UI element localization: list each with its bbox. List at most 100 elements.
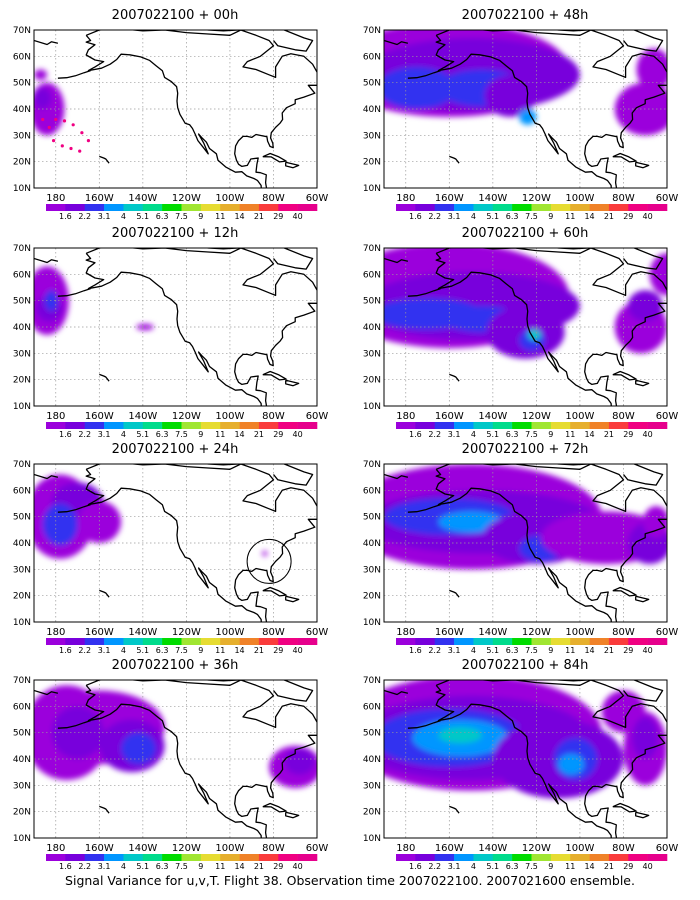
map-figure: 70N 60N 50N 40N 30N 20N 10N 180 160W 140W 120W 100W… — [13, 244, 329, 439]
observation-point — [69, 146, 73, 151]
colorbar-label: 2.2 — [78, 430, 91, 439]
colorbar-segment — [200, 638, 221, 645]
colorbar-label: 9 — [198, 212, 203, 221]
colorbar-segment — [434, 204, 455, 211]
coastline — [99, 373, 110, 382]
latitude-label: 70N — [13, 26, 31, 36]
colorbar-segment — [181, 638, 202, 645]
coastline — [612, 586, 637, 597]
colorbar-label: 4 — [471, 212, 476, 221]
latitude-label: 40N — [13, 105, 31, 115]
forecast-panel: 2007022100 + 72h 70N 60N 50N 40N 30N 20N 10N 180… — [350, 442, 680, 657]
colorbar-label: 6.3 — [506, 862, 519, 871]
colorbar-segment — [142, 422, 163, 429]
latitude-label: 30N — [13, 781, 31, 791]
latitude-label: 20N — [363, 376, 381, 386]
colorbar-label: 6.3 — [156, 430, 169, 439]
colorbar-segment — [46, 854, 66, 861]
coastline — [449, 373, 460, 382]
colorbar-label: 11 — [215, 212, 225, 221]
colorbar-label: 7.5 — [175, 862, 188, 871]
latitude-label: 70N — [13, 244, 31, 254]
colorbar-label: 9 — [548, 862, 553, 871]
coastline — [175, 30, 239, 32]
longitude-label: 140W — [128, 843, 157, 854]
colorbar-label: 1.6 — [59, 862, 72, 871]
latitude-label: 40N — [13, 323, 31, 333]
latitude-label: 30N — [13, 131, 31, 141]
colorbar-label: 7.5 — [525, 212, 538, 221]
colorbar-segment — [396, 638, 416, 645]
map-frame — [33, 463, 318, 623]
colorbar-label: 11 — [565, 646, 575, 655]
colorbar-segment — [550, 638, 571, 645]
longitude-label: 80W — [612, 627, 635, 638]
colorbar-segment — [512, 854, 532, 861]
latitude-label: 20N — [13, 376, 31, 386]
longitude-label: 80W — [612, 843, 635, 854]
longitude-label: 140W — [128, 627, 157, 638]
coastline — [435, 468, 612, 622]
colorbar-segment — [628, 854, 648, 861]
colorbar-label: 21 — [604, 212, 614, 221]
coastline — [384, 473, 409, 480]
colorbar-label: 3.1 — [98, 646, 111, 655]
colorbar-segment — [258, 422, 279, 429]
longitude-label: 160W — [435, 843, 464, 854]
map-frame — [33, 679, 318, 839]
coastline — [57, 719, 91, 729]
latitude-label: 60N — [363, 270, 381, 280]
latitude-label: 50N — [13, 513, 31, 523]
colorbar-segment — [84, 638, 105, 645]
observation-point — [80, 131, 84, 135]
coastline — [635, 811, 650, 819]
coastline — [435, 680, 667, 838]
colorbar-label: 11 — [565, 430, 575, 439]
longitude-label: 160W — [435, 627, 464, 638]
colorbar-label: 9 — [548, 430, 553, 439]
longitude-label: 180 — [46, 411, 65, 422]
colorbar-segment — [454, 854, 474, 861]
coastline — [99, 805, 110, 814]
coastline — [262, 152, 287, 163]
colorbar-segment — [220, 854, 240, 861]
colorbar-segment — [84, 854, 105, 861]
colorbar-label: 29 — [623, 212, 633, 221]
coastline — [85, 684, 262, 838]
colorbar-segment — [297, 854, 318, 861]
coastline — [612, 370, 637, 381]
colorbar-segment — [65, 204, 86, 211]
panel-title: 2007022100 + 24h — [111, 442, 239, 457]
variance-region — [484, 74, 537, 117]
longitude-label: 100W — [565, 627, 594, 638]
colorbar-label: 14 — [584, 430, 594, 439]
colorbar-label: 5.1 — [486, 212, 499, 221]
coastline — [525, 30, 589, 32]
latitude-label: 60N — [363, 486, 381, 496]
variance-region — [77, 500, 122, 543]
coastline — [449, 589, 460, 598]
colorbar-segment — [608, 422, 629, 429]
colorbar-segment — [550, 204, 571, 211]
colorbar-segment — [200, 204, 221, 211]
colorbar-label: 11 — [565, 212, 575, 221]
map-frame — [383, 679, 668, 839]
colorbar-label: 1.6 — [409, 212, 422, 221]
coastline — [635, 379, 650, 387]
colorbar-segment — [65, 422, 86, 429]
colorbar-label: 29 — [273, 862, 283, 871]
longitude-label: 160W — [85, 627, 114, 638]
colorbar-segment — [434, 638, 455, 645]
colorbar-segment — [181, 854, 202, 861]
latitude-label: 50N — [363, 79, 381, 89]
variance-region — [627, 290, 663, 322]
colorbar-segment — [181, 422, 202, 429]
latitude-label: 70N — [13, 676, 31, 686]
colorbar-label: 4 — [121, 430, 126, 439]
colorbar-label: 6.3 — [156, 646, 169, 655]
colorbar-segment — [142, 854, 163, 861]
coastline — [525, 680, 589, 682]
longitude-label: 140W — [478, 627, 507, 638]
latitude-label: 70N — [363, 460, 381, 470]
colorbar-segment — [415, 854, 436, 861]
